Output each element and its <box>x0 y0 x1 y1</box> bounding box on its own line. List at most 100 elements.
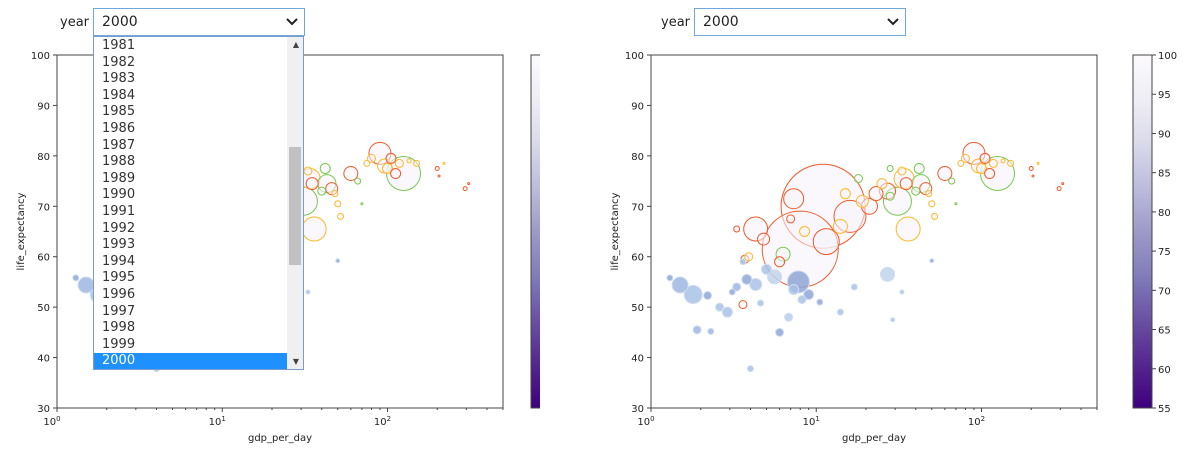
year-dropdown-list[interactable]: 2000 1999 1998 1997 1996 1995 1994 1993 1992 1991… <box>93 36 304 370</box>
data-point <box>739 258 747 266</box>
data-point <box>707 327 715 335</box>
dropdown-option[interactable]: 1982 <box>102 54 136 70</box>
dropdown-option[interactable]: 1996 <box>102 287 136 302</box>
y-tick-label: 100 <box>31 51 50 62</box>
data-point <box>937 166 953 182</box>
dropdown-option[interactable]: 1990 <box>102 187 136 203</box>
year-dropdown[interactable]: 2000 <box>93 8 305 36</box>
data-point <box>1056 186 1062 192</box>
data-point <box>913 162 925 174</box>
data-point <box>984 168 996 180</box>
dropdown-option[interactable]: 1987 <box>102 137 136 153</box>
data-point <box>317 186 327 196</box>
year-label: year <box>60 15 90 30</box>
colorbar <box>530 54 540 409</box>
y-tick-label: 80 <box>631 152 644 163</box>
y-tick-label: 50 <box>631 303 644 314</box>
data-point <box>929 258 935 264</box>
dropdown-option[interactable]: 1988 <box>102 154 136 170</box>
data-point <box>839 188 851 200</box>
data-point <box>761 263 773 275</box>
data-point <box>741 273 753 285</box>
dropdown-option[interactable]: 1998 <box>102 320 136 336</box>
data-point <box>784 312 794 322</box>
scrollbar-thumb[interactable] <box>289 147 301 265</box>
data-point <box>434 165 440 171</box>
year-dropdown[interactable]: 2000 <box>694 8 906 36</box>
data-point <box>886 164 894 172</box>
data-point <box>305 177 319 191</box>
y-tick-label: 30 <box>631 404 644 415</box>
data-point <box>744 252 754 262</box>
dropdown-option[interactable]: 1981 <box>102 38 136 53</box>
y-tick-label: 60 <box>631 253 644 264</box>
colorbar-tick-label: 90 <box>1158 129 1171 140</box>
scroll-down-icon[interactable]: ▼ <box>292 357 299 366</box>
dropdown-option[interactable]: 1997 <box>102 303 136 319</box>
data-point <box>72 274 80 282</box>
data-point <box>960 153 970 163</box>
scroll-up-icon[interactable]: ▲ <box>292 40 299 49</box>
dropdown-option[interactable]: 1991 <box>102 204 136 219</box>
data-point <box>816 298 824 306</box>
dropdown-option[interactable]: 1994 <box>102 253 136 269</box>
data-point <box>746 365 754 373</box>
year-label: year <box>661 15 691 30</box>
dropdown-option[interactable]: 1993 <box>102 237 136 253</box>
colorbar-tick-label: 55 <box>1158 404 1171 415</box>
colorbar-tick-label: 95 <box>1158 90 1171 101</box>
dropdown-option[interactable]: 2000 <box>94 353 288 369</box>
scrollbar[interactable]: ▲ ▼ <box>287 37 303 369</box>
colorbar-tick-label: 70 <box>1158 286 1171 297</box>
data-point <box>692 325 702 335</box>
data-point <box>683 285 703 305</box>
y-tick-label: 90 <box>37 101 50 112</box>
chart-right: 30 40 50 60 70 80 90 100 100 101 102 gdp_per_day lif… <box>610 51 1177 444</box>
year-value: 2000 <box>102 14 138 30</box>
dropdown-option[interactable]: 1989 <box>102 170 136 186</box>
dropdown-option[interactable]: 1985 <box>102 104 136 120</box>
dropdown-option[interactable]: 1984 <box>102 87 136 103</box>
data-point <box>343 166 359 182</box>
data-point <box>783 188 805 210</box>
data-point <box>363 159 371 167</box>
y-tick-label: 70 <box>37 202 50 213</box>
data-point <box>979 152 991 164</box>
plot-frame <box>650 54 1098 409</box>
y-tick-label: 50 <box>37 303 50 314</box>
data-point <box>1007 159 1015 167</box>
x-axis-label: gdp_per_day <box>842 433 906 444</box>
data-point <box>666 274 674 282</box>
year-value: 2000 <box>703 14 739 30</box>
data-point <box>880 266 896 282</box>
dropdown-option[interactable]: 1986 <box>102 121 136 136</box>
data-point <box>954 202 958 206</box>
x-tick-label: 101 <box>803 415 820 428</box>
y-axis-label: life_expectancy <box>610 192 621 270</box>
data-point <box>957 159 965 167</box>
data-point <box>732 282 742 292</box>
dropdown-option[interactable]: 1999 <box>102 336 136 352</box>
data-point <box>77 276 95 294</box>
y-axis-label: life_expectancy <box>16 192 27 270</box>
data-point <box>390 168 402 180</box>
data-point <box>467 182 471 186</box>
data-point <box>335 258 341 264</box>
dropdown-option[interactable]: 1992 <box>102 220 136 236</box>
data-point <box>895 216 921 242</box>
dropdown-option[interactable]: 1983 <box>102 71 136 87</box>
data-point <box>671 276 689 294</box>
data-point <box>715 302 725 312</box>
data-point <box>319 162 331 174</box>
data-point <box>738 300 748 310</box>
data-point <box>757 232 771 246</box>
colorbar-tick-label: 75 <box>1158 247 1171 258</box>
data-point <box>836 308 844 316</box>
data-point <box>988 158 998 168</box>
data-point <box>853 174 863 184</box>
x-tick-label: 101 <box>209 415 226 428</box>
data-point <box>850 283 858 291</box>
colorbar-tick-label: 80 <box>1158 208 1171 219</box>
dropdown-option[interactable]: 1995 <box>102 270 136 286</box>
colorbar <box>1132 54 1153 409</box>
